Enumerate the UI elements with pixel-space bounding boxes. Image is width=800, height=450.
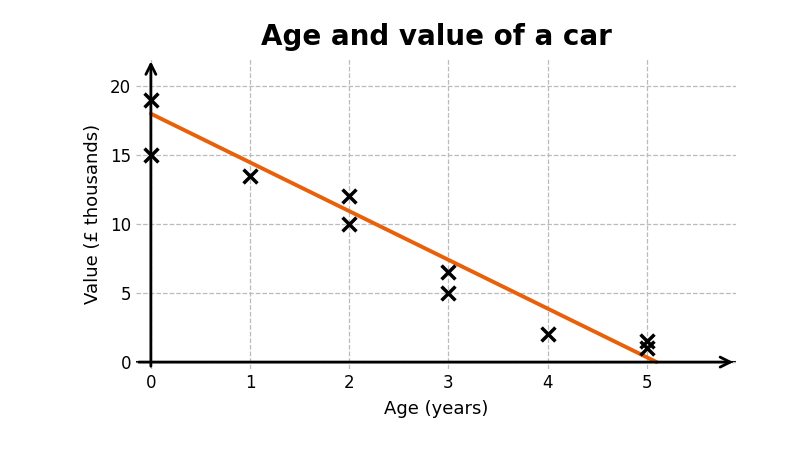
Point [442,289,454,297]
X-axis label: Age (years): Age (years) [384,400,488,418]
Point [145,96,158,104]
Y-axis label: Value (£ thousands): Value (£ thousands) [84,124,102,304]
Point [640,338,653,345]
Point [244,172,257,180]
Point [541,331,554,338]
Point [343,193,356,200]
Title: Age and value of a car: Age and value of a car [261,22,611,50]
Point [343,220,356,228]
Point [640,345,653,352]
Point [442,269,454,276]
Point [145,152,158,159]
